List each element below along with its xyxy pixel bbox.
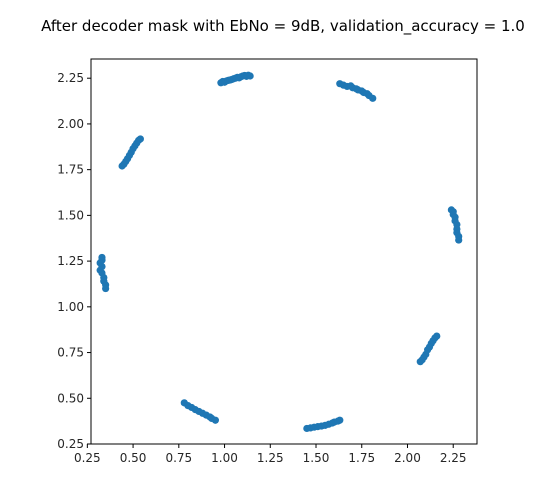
point-cluster [96, 253, 110, 293]
data-point [136, 135, 144, 143]
x-tick-label: 2.00 [394, 451, 421, 465]
y-axis: 0.25 0.50 0.75 1.00 1.25 1.50 1.75 2.00 2.25 [57, 71, 91, 451]
y-tick-label: 2.00 [57, 117, 84, 131]
data-point [369, 94, 377, 102]
x-tick-label: 0.50 [120, 451, 147, 465]
data-point [102, 284, 110, 293]
x-tick-label: 1.50 [303, 451, 330, 465]
point-cluster [303, 416, 344, 433]
data-point [336, 416, 344, 424]
x-tick-label: 0.75 [165, 451, 192, 465]
point-cluster [336, 80, 377, 102]
x-tick-label: 1.25 [257, 451, 284, 465]
y-tick-label: 1.50 [57, 208, 84, 222]
point-cluster [447, 206, 463, 244]
point-cluster [180, 399, 219, 424]
data-point [211, 416, 219, 424]
point-cluster [416, 332, 441, 366]
y-tick-label: 2.25 [57, 71, 84, 85]
point-cluster [217, 71, 254, 87]
data-point [433, 332, 441, 340]
y-tick-label: 0.75 [57, 346, 84, 360]
y-tick-label: 1.25 [57, 254, 84, 268]
data-point [455, 236, 463, 244]
data-points [96, 71, 463, 433]
point-cluster [118, 135, 144, 170]
y-tick-label: 1.75 [57, 163, 84, 177]
x-axis: 0.25 0.50 0.75 1.00 1.25 1.50 1.75 2.00 2.25 [74, 444, 467, 465]
x-tick-label: 2.25 [440, 451, 467, 465]
chart-title: After decoder mask with EbNo = 9dB, vali… [41, 17, 525, 36]
y-tick-label: 0.25 [57, 437, 84, 451]
x-tick-label: 1.75 [348, 451, 375, 465]
plot-frame [90, 58, 478, 445]
y-tick-label: 1.00 [57, 300, 84, 314]
x-tick-label: 1.00 [211, 451, 238, 465]
y-tick-label: 0.50 [57, 391, 84, 405]
x-tick-label: 0.25 [74, 451, 101, 465]
data-point [246, 72, 254, 80]
